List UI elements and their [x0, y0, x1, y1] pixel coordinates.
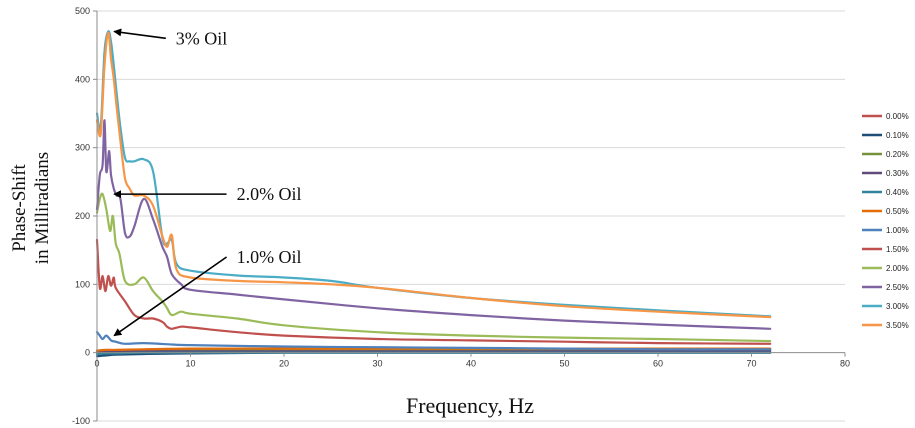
series-line-3-50pct [95, 31, 772, 319]
axes-layer: -100 0 100 200 300 400 500 0 10 20 30 40 50 60 70 80 [72, 6, 850, 426]
legend-label: 1.50% [886, 245, 909, 254]
legend-label: 1.00% [886, 226, 909, 235]
series-line-2-50pct [95, 119, 772, 330]
legend: 0.00% 0.10% 0.20% 0.30% 0.40% 0.50% 1.00% 1.50%… [862, 112, 909, 330]
x-tick-label: 10 [185, 359, 195, 369]
series-layer [95, 30, 772, 358]
legend-label: 2.00% [886, 264, 909, 273]
x-tick-label: 30 [372, 359, 382, 369]
legend-label: 3.50% [886, 321, 909, 330]
legend-label: 0.10% [886, 131, 909, 140]
series-line-1-00pct [95, 331, 772, 351]
series-line-3-00pct [95, 30, 772, 318]
x-tick-label: 40 [466, 359, 476, 369]
legend-label: 0.20% [886, 150, 909, 159]
y-tick-label: 400 [75, 74, 90, 84]
legend-label: 0.40% [886, 188, 909, 197]
y-tick-label: -100 [72, 416, 90, 426]
annotation-arrow [113, 256, 228, 337]
x-tick-label: 70 [746, 359, 756, 369]
legend-label: 0.00% [886, 112, 909, 121]
x-axis-title: Frequency, Hz [406, 393, 534, 418]
legend-label: 0.30% [886, 169, 909, 178]
y-tick-label: 0 [85, 348, 90, 358]
x-tick-label: 20 [279, 359, 289, 369]
y-axis-title-line1: Phase-Shift [9, 163, 30, 251]
x-tick-label: 50 [559, 359, 569, 369]
y-tick-label: 500 [75, 6, 90, 16]
y-axis-title-line2: in Milliradians [32, 152, 53, 264]
legend-label: 2.50% [886, 283, 909, 292]
y-tick-label: 100 [75, 279, 90, 289]
x-tick-label: 60 [653, 359, 663, 369]
gridlines [97, 10, 845, 422]
annotations-layer: 3% Oil 2.0% Oil 1.0% Oil [113, 28, 302, 337]
x-tick-label: 80 [840, 359, 850, 369]
annotation-label: 3% Oil [176, 28, 228, 48]
series-line-1-50pct [95, 238, 772, 345]
series-line-0-30pct [95, 350, 772, 354]
x-tick-label: 0 [94, 359, 99, 369]
y-tick-label: 200 [75, 211, 90, 221]
annotation-label: 2.0% Oil [237, 184, 302, 204]
legend-label: 0.50% [886, 207, 909, 216]
y-tick-label: 300 [75, 143, 90, 153]
y-axis-title: Phase-Shift in Milliradians [9, 152, 53, 264]
annotation-label: 1.0% Oil [237, 247, 302, 267]
annotation-arrow [113, 28, 166, 40]
legend-label: 3.00% [886, 302, 909, 311]
